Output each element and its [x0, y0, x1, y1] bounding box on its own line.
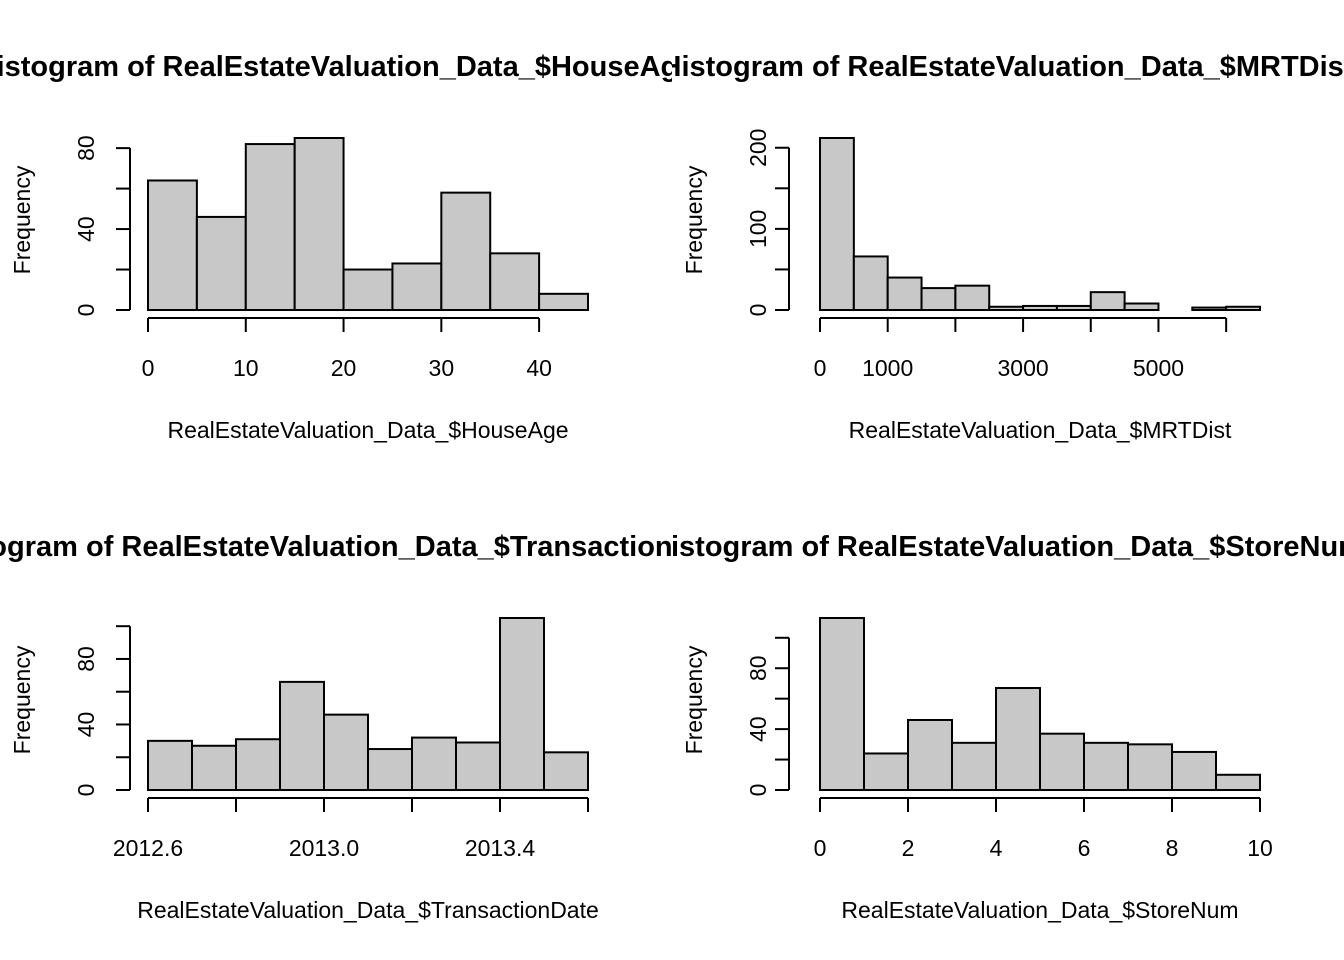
x-tick-label: 2 [902, 835, 915, 861]
histogram-bar [323, 713, 369, 792]
panel-mrt-dist: Histogram of RealEstateValuation_Data_$M… [661, 51, 1344, 443]
x-tick-label: 30 [429, 355, 455, 381]
histogram-bar [863, 752, 909, 792]
x-tick-label: 0 [814, 355, 827, 381]
x-axis-label: RealEstateValuation_Data_$TransactionDat… [137, 897, 599, 923]
histogram-bar [391, 262, 443, 312]
x-tick-label: 2013.0 [289, 835, 359, 861]
histogram-bar [279, 680, 325, 792]
histogram-bar [951, 741, 997, 791]
x-axis-label: RealEstateValuation_Data_$HouseAge [167, 417, 568, 443]
y-tick-label: 40 [745, 716, 771, 742]
x-tick-label: 10 [233, 355, 259, 381]
x-tick-label: 40 [526, 355, 552, 381]
histogram-bar [954, 284, 991, 311]
y-axis-label: Frequency [9, 645, 35, 754]
histogram-bar [191, 744, 237, 791]
histogram-bar [440, 191, 492, 312]
y-tick-label: 80 [73, 646, 99, 672]
histogram-bar [342, 268, 394, 312]
histogram-bar [995, 687, 1041, 791]
histogram-bar [886, 276, 923, 312]
histogram-bar [411, 736, 457, 791]
y-tick-label: 200 [745, 129, 771, 167]
histogram-bar [538, 292, 589, 312]
histogram-bar [1191, 306, 1228, 312]
histogram-bar [1039, 732, 1085, 791]
histogram-bar [1171, 750, 1217, 791]
histogram-bar [244, 143, 296, 311]
x-tick-label: 1000 [862, 355, 913, 381]
plot-title: Histogram of RealEstateValuation_Data_$H… [0, 51, 694, 83]
x-tick-label: 20 [331, 355, 357, 381]
x-tick-label: 3000 [997, 355, 1048, 381]
histogram-bar [1225, 305, 1261, 312]
x-tick-label: 10 [1247, 835, 1273, 861]
histogram-bar [367, 748, 413, 791]
x-axis-label: RealEstateValuation_Data_$MRTDist [849, 417, 1232, 443]
plot-title: Histogram of RealEstateValuation_Data_$S… [650, 531, 1344, 563]
panel-house-age: Histogram of RealEstateValuation_Data_$H… [0, 51, 694, 443]
histogram-bar [1089, 291, 1126, 311]
plot-title: Histogram of RealEstateValuation_Data_$M… [661, 51, 1344, 83]
histogram-bar [235, 738, 281, 792]
histogram-bar [988, 305, 1025, 312]
histogram-bar [489, 252, 541, 311]
histogram-bar [907, 718, 953, 791]
x-tick-label: 2012.6 [113, 835, 183, 861]
plot-title: Histogram of RealEstateValuation_Data_$T… [0, 531, 735, 563]
x-axis-label: RealEstateValuation_Data_$StoreNum [841, 897, 1238, 923]
histogram-bar [1055, 304, 1092, 311]
x-tick-label: 8 [1166, 835, 1179, 861]
histogram-bar [1083, 741, 1129, 791]
histogram-bar [1127, 743, 1173, 792]
x-tick-label: 0 [142, 355, 155, 381]
histogram-bar [920, 287, 957, 311]
y-axis-label: Frequency [681, 645, 707, 754]
y-tick-label: 0 [73, 304, 99, 317]
x-tick-label: 6 [1078, 835, 1091, 861]
y-axis-label: Frequency [681, 165, 707, 274]
x-tick-label: 0 [814, 835, 827, 861]
y-tick-label: 100 [745, 210, 771, 248]
y-tick-label: 80 [73, 135, 99, 161]
histogram-bar [147, 179, 198, 311]
y-axis-label: Frequency [9, 165, 35, 274]
histogram-bar [1022, 304, 1058, 311]
histogram-bar [1123, 302, 1160, 311]
histogram-bar [1215, 773, 1261, 791]
y-tick-label: 80 [745, 655, 771, 681]
panel-transaction-date: Histogram of RealEstateValuation_Data_$T… [0, 531, 735, 923]
histogram-bar [147, 739, 193, 791]
x-tick-label: 4 [990, 835, 1003, 861]
x-tick-label: 2013.4 [465, 835, 536, 861]
histogram-bar [455, 741, 501, 791]
panel-store-num: Histogram of RealEstateValuation_Data_$S… [650, 531, 1344, 923]
histogram-bar [819, 137, 855, 311]
histogram-bar [819, 617, 865, 791]
y-tick-label: 0 [745, 304, 771, 317]
y-tick-label: 40 [73, 216, 99, 242]
histogram-bar [195, 215, 247, 311]
histogram-bar [499, 617, 545, 791]
y-tick-label: 0 [745, 784, 771, 797]
y-tick-label: 40 [73, 712, 99, 738]
histogram-bar [852, 255, 889, 311]
x-tick-label: 5000 [1133, 355, 1184, 381]
histogram-bar [293, 137, 345, 311]
y-tick-label: 0 [73, 784, 99, 797]
histogram-bar [543, 751, 589, 791]
